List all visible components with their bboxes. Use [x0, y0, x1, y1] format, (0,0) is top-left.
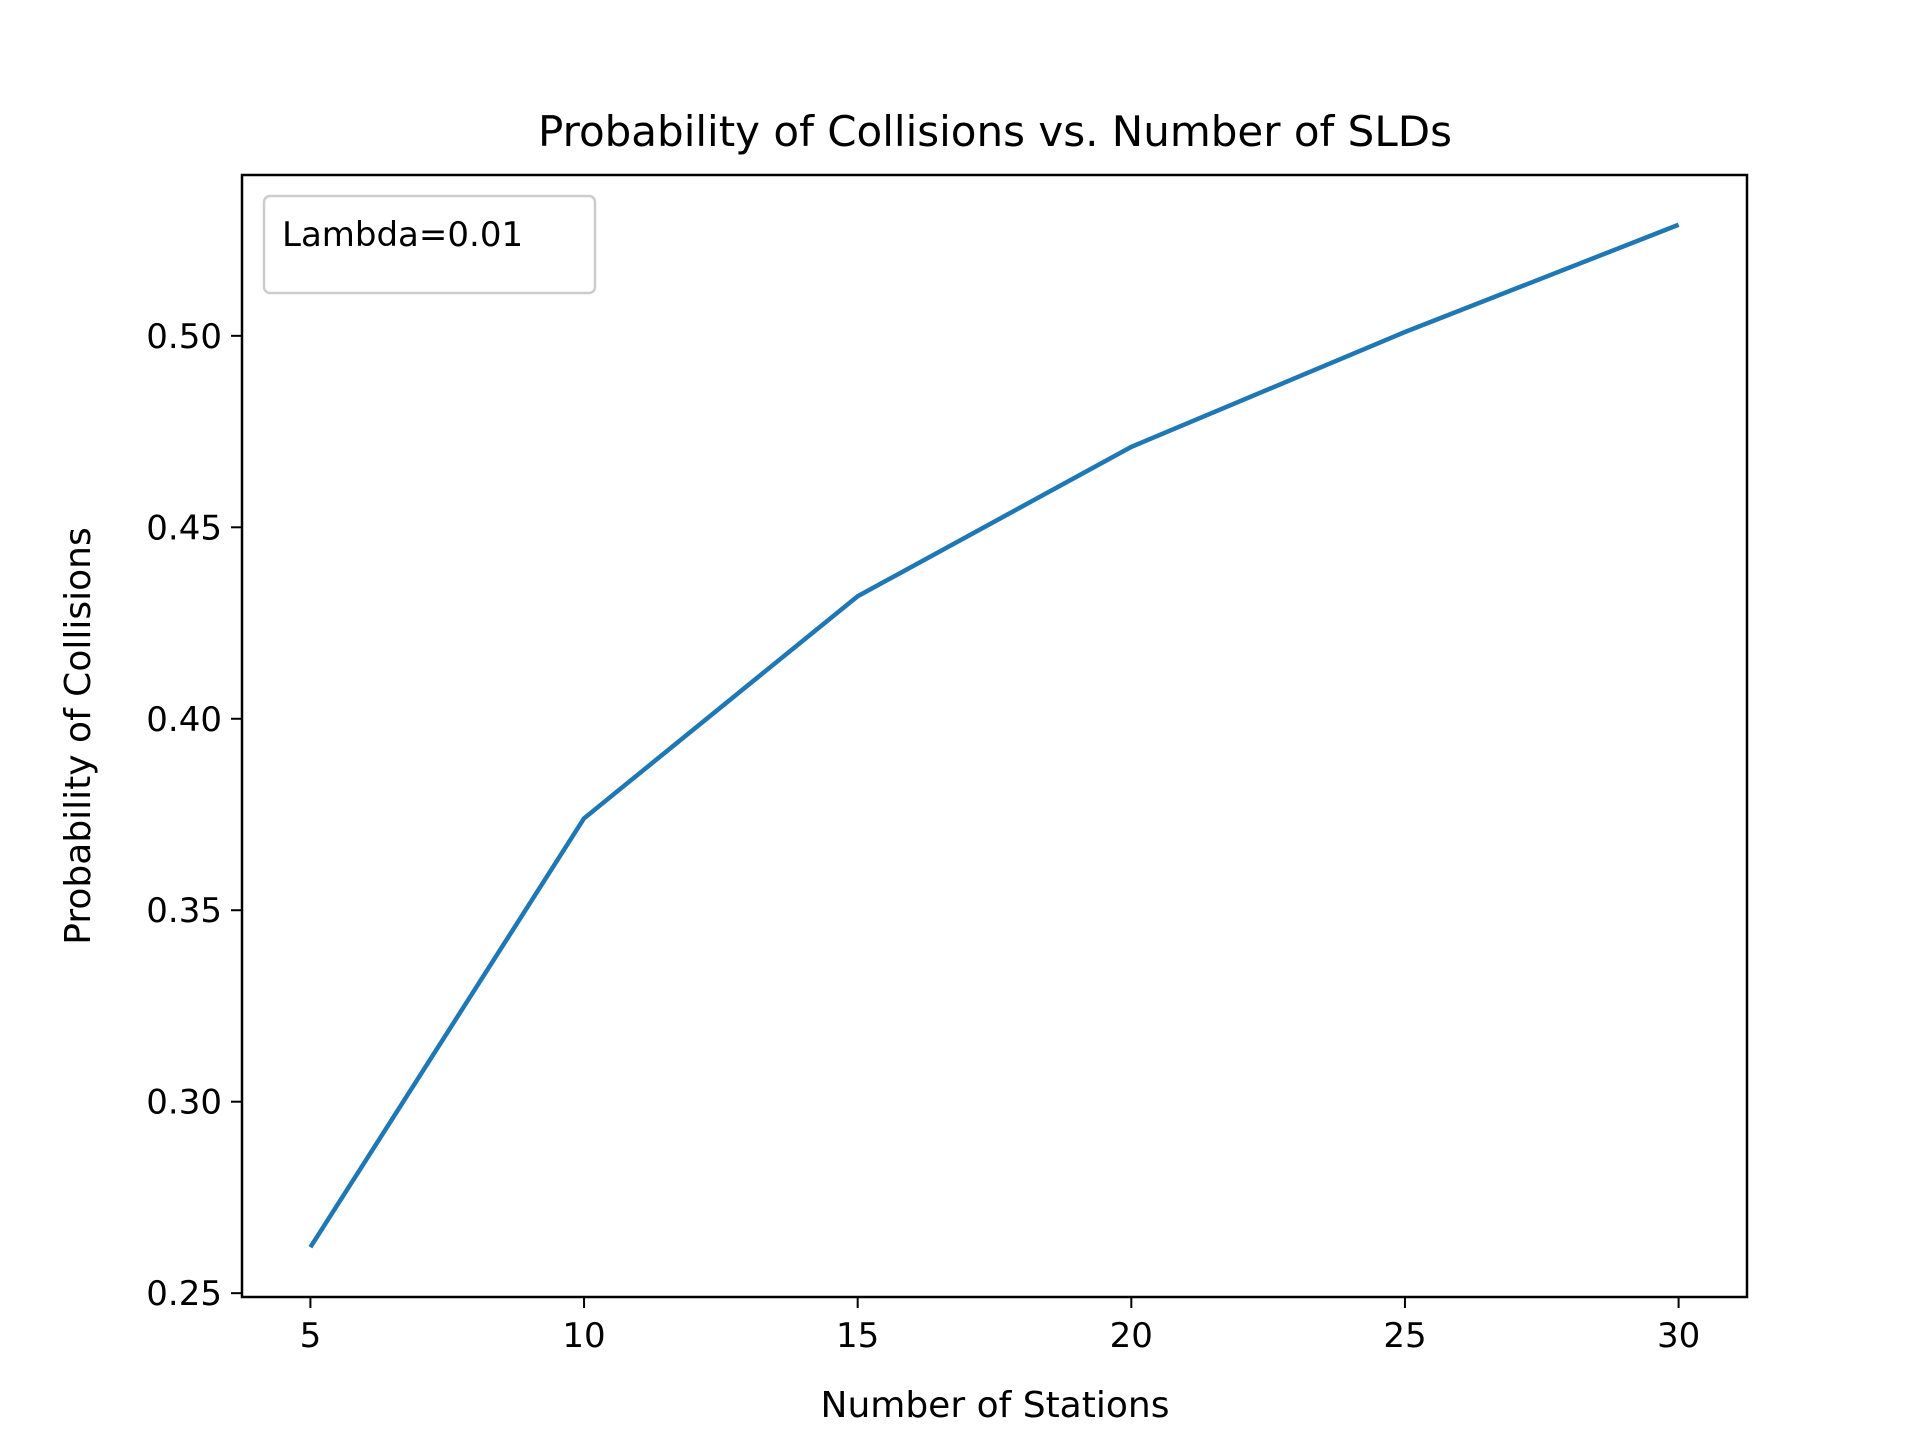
legend-entry-label: Lambda=0.01: [282, 215, 523, 255]
x-tick-label: 25: [1383, 1316, 1426, 1356]
y-tick-label: 0.45: [146, 508, 222, 548]
legend: Lambda=0.01: [262, 194, 597, 295]
x-tick-label: 5: [300, 1316, 322, 1356]
plot-frame: [240, 173, 1749, 1299]
y-tick-label: 0.30: [146, 1083, 222, 1123]
series-line: [308, 222, 1680, 1249]
x-tick-label: 30: [1657, 1316, 1700, 1356]
y-axis-label: Probability of Collisions: [58, 527, 99, 944]
x-axis-label: Number of Stations: [821, 1385, 1170, 1426]
y-axis-ticks: 0.25 0.30 0.35 0.40 0.45 0.50: [146, 317, 242, 1314]
x-axis-ticks: 5 10 15 20 25 30: [300, 1297, 1700, 1356]
x-tick-label: 10: [562, 1316, 605, 1356]
chart-title: Probability of Collisions vs. Number of …: [538, 107, 1452, 156]
series-layer: [308, 222, 1680, 1249]
y-tick-label: 0.40: [146, 700, 222, 740]
legend-box: [262, 194, 597, 295]
y-tick-label: 0.25: [146, 1274, 222, 1314]
y-tick-label: 0.35: [146, 891, 222, 931]
y-tick-label: 0.50: [146, 317, 222, 357]
x-tick-label: 15: [836, 1316, 879, 1356]
x-tick-label: 20: [1110, 1316, 1153, 1356]
